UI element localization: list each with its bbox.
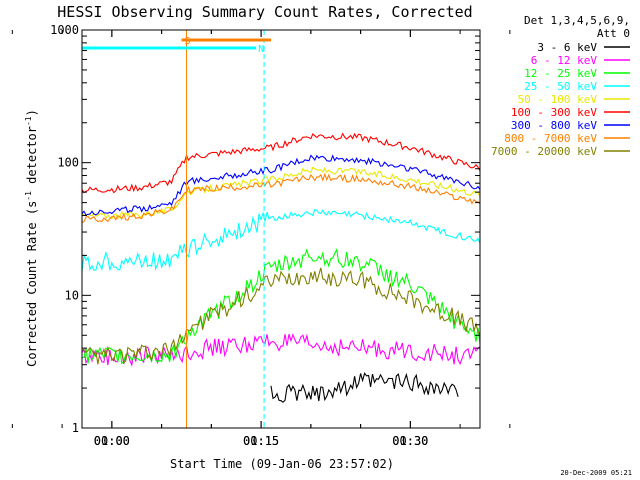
plot-area: SN 00:0000:1500:3000:4501:0001:1501:3011… — [11, 23, 511, 448]
series-line — [82, 209, 480, 272]
series-line — [82, 333, 480, 367]
y-tick-label: 1000 — [50, 23, 79, 37]
y-tick-label: 1 — [72, 421, 79, 435]
y-axis-label: Corrected Count Rate (s-1 detector-1) — [24, 109, 39, 367]
chart-title: HESSI Observing Summary Count Rates, Cor… — [57, 3, 472, 21]
y-axis-label-sup-1: -1 — [24, 191, 33, 201]
x-axis-label: Start Time (09-Jan-06 23:57:02) — [170, 457, 394, 471]
legend-label: 6 - 12 keV — [531, 54, 598, 67]
y-axis-label-mid: detector — [25, 126, 39, 191]
x-tick-label: 01:30 — [392, 434, 428, 448]
legend-label: 3 - 6 keV — [537, 41, 597, 54]
y-axis-label-main: Corrected Count Rate (s — [25, 201, 39, 367]
legend-header-detectors: Det 1,3,4,5,6,9, — [524, 14, 630, 27]
x-tick-label: 00:30 — [392, 434, 428, 448]
series-line — [82, 132, 480, 194]
y-axis-label-sup-2: -1 — [24, 116, 33, 126]
x-tick-label: 01:15 — [243, 434, 279, 448]
series-line — [82, 154, 480, 216]
x-tick-label: 01:00 — [94, 434, 130, 448]
legend-label: 300 - 800 keV — [511, 119, 597, 132]
legend-label: 100 - 300 keV — [511, 106, 597, 119]
plot-frame — [81, 29, 481, 429]
legend-label: 50 - 100 keV — [518, 93, 598, 106]
series-line — [82, 166, 480, 220]
series-layer — [82, 132, 480, 403]
legend-label: 800 - 7000 keV — [504, 132, 597, 145]
axis-ticks: 00:0000:1500:3000:4501:0001:1501:3011010… — [11, 23, 511, 448]
x-tick-label: 00:15 — [243, 434, 279, 448]
flag-label: N — [258, 44, 264, 55]
marker-layer: SN — [82, 30, 272, 428]
series-line — [82, 172, 480, 224]
legend-label: 12 - 25 keV — [524, 67, 597, 80]
y-tick-label: 10 — [65, 288, 79, 302]
flag-label: S — [185, 36, 191, 47]
svg-text:Corrected Count Rate (s-1 dete: Corrected Count Rate (s-1 detector-1) — [24, 109, 39, 367]
series-line — [270, 372, 459, 403]
legend-header-attenuator: Att 0 — [597, 27, 630, 40]
x-tick-label: 00:00 — [94, 434, 130, 448]
legend-label: 25 - 50 keV — [524, 80, 597, 93]
legend-label: 7000 - 20000 keV — [491, 145, 597, 158]
series-line — [82, 267, 480, 365]
footer-date: 20-Dec-2009 05:21 — [560, 469, 632, 477]
y-axis-label-end: ) — [25, 109, 39, 116]
y-tick-label: 100 — [57, 156, 79, 170]
